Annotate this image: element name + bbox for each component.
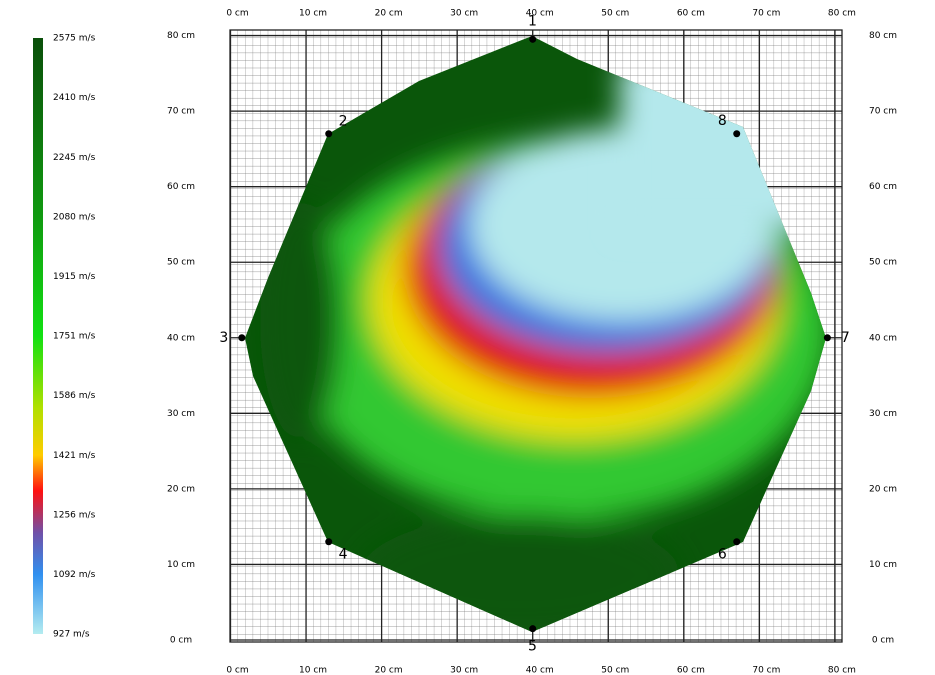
colorbar-label: 1586 m/s xyxy=(53,391,96,401)
y-tick-label-left: 40 cm xyxy=(167,333,195,343)
y-tick-label-right: 60 cm xyxy=(869,182,897,192)
y-tick-label-right: 20 cm xyxy=(869,484,897,494)
x-tick-label-bottom: 50 cm xyxy=(601,666,629,675)
y-tick-label-right: 50 cm xyxy=(869,258,897,268)
x-tick-label-bottom: 20 cm xyxy=(375,666,403,675)
x-tick-label-bottom: 10 cm xyxy=(299,666,327,675)
colorbar-label: 2575 m/s xyxy=(53,34,96,44)
plot-frame xyxy=(229,29,843,643)
y-tick-label-left: 0 cm xyxy=(170,636,192,646)
x-tick-label-top: 80 cm xyxy=(828,9,856,19)
sensor-point xyxy=(238,334,246,342)
y-tick-label-right: 0 cm xyxy=(872,636,894,646)
sensor-label: 4 xyxy=(339,547,348,563)
velocity-field xyxy=(245,36,826,632)
sensor-point xyxy=(823,334,831,342)
x-tick-label-top: 70 cm xyxy=(752,9,780,19)
sensors: 1 2 3 4 5 6 7 8 xyxy=(219,13,849,654)
x-tick-label-bottom: 70 cm xyxy=(752,666,780,675)
y-tick-label-left: 50 cm xyxy=(167,258,195,268)
colorbar-label: 927 m/s xyxy=(53,630,90,640)
x-tick-label-top: 10 cm xyxy=(299,9,327,19)
sensor-label: 3 xyxy=(219,330,228,346)
y-tick-label-right: 30 cm xyxy=(869,409,897,419)
y-tick-label-left: 10 cm xyxy=(167,560,195,570)
sensor-point xyxy=(529,35,537,43)
x-tick-label-top: 20 cm xyxy=(375,9,403,19)
sensor-point xyxy=(529,625,537,633)
colorbar xyxy=(33,38,43,634)
colorbar-label: 1421 m/s xyxy=(53,451,96,461)
x-tick-label-top: 40 cm xyxy=(526,9,554,19)
y-tick-label-right: 40 cm xyxy=(869,333,897,343)
x-tick-label-bottom: 80 cm xyxy=(828,666,856,675)
sensor-label: 7 xyxy=(841,330,850,346)
sensor-point xyxy=(733,538,741,546)
y-tick-label-left: 60 cm xyxy=(167,182,195,192)
y-tick-label-left: 70 cm xyxy=(167,107,195,117)
x-tick-label-top: 50 cm xyxy=(601,9,629,19)
colorbar-label: 2410 m/s xyxy=(53,93,96,103)
y-tick-label-right: 70 cm xyxy=(869,107,897,117)
x-tick-label-bottom: 0 cm xyxy=(226,666,248,675)
x-tick-label-bottom: 40 cm xyxy=(526,666,554,675)
colorbar-label: 1751 m/s xyxy=(53,332,96,342)
colorbar-label: 1915 m/s xyxy=(53,272,96,282)
x-tick-label-top: 30 cm xyxy=(450,9,478,19)
y-tick-label-left: 20 cm xyxy=(167,484,195,494)
sensor-label: 2 xyxy=(339,113,348,129)
x-tick-label-bottom: 60 cm xyxy=(677,666,705,675)
sensor-point xyxy=(733,130,741,138)
colorbar-label: 1256 m/s xyxy=(53,511,96,521)
sensor-point xyxy=(325,130,333,138)
y-tick-label-left: 80 cm xyxy=(167,31,195,41)
x-tick-label-bottom: 30 cm xyxy=(450,666,478,675)
y-tick-label-right: 10 cm xyxy=(869,560,897,570)
sensor-label: 6 xyxy=(718,547,727,563)
y-tick-label-left: 30 cm xyxy=(167,409,195,419)
colorbar-label: 2245 m/s xyxy=(53,153,96,163)
y-tick-label-right: 80 cm xyxy=(869,31,897,41)
colorbar-label: 1092 m/s xyxy=(53,570,96,580)
x-tick-label-top: 60 cm xyxy=(677,9,705,19)
x-tick-label-top: 0 cm xyxy=(226,9,248,19)
sensor-label: 1 xyxy=(528,13,537,29)
colorbar-label: 2080 m/s xyxy=(53,213,96,223)
sensor-label: 8 xyxy=(718,113,727,129)
sensor-point xyxy=(325,538,333,546)
sensor-label: 5 xyxy=(528,639,537,655)
